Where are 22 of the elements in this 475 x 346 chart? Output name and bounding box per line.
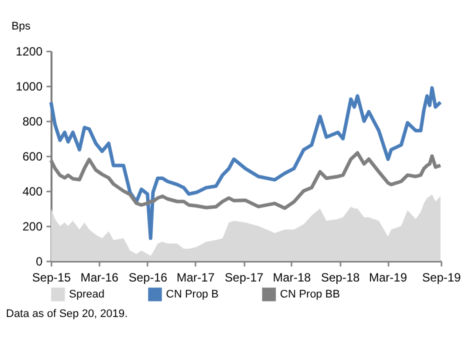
y-tick-label: 200 [22, 220, 43, 234]
x-tick-label: Sep-18 [320, 270, 360, 284]
y-tick-label: 600 [22, 150, 43, 164]
x-tick-label: Sep-15 [32, 270, 72, 284]
legend-label: CN Prop BB [280, 288, 340, 300]
y-tick-label: 800 [22, 114, 43, 128]
x-tick-label: Sep-19 [422, 270, 462, 284]
y-tick-label: 1200 [16, 44, 43, 58]
y-tick-label: 400 [22, 184, 43, 198]
legend-label: Spread [69, 288, 104, 300]
x-tick-label: Mar-17 [176, 270, 215, 284]
x-tick-label: Mar-18 [272, 270, 312, 284]
x-tick-label: Mar-19 [369, 270, 408, 284]
line-series [49, 86, 442, 240]
y-tick-label: 1000 [16, 80, 43, 94]
legend-label: CN Prop B [166, 288, 219, 300]
text: Data as of Sep 20, 2019. [6, 308, 128, 320]
x-tick-label: Sep-17 [224, 270, 264, 284]
x-tick-label: Sep-16 [128, 270, 168, 284]
x-tick-label: Mar-16 [80, 270, 119, 284]
y-tick-label: 0 [36, 254, 43, 268]
y-axis-title: Bps [12, 20, 31, 32]
